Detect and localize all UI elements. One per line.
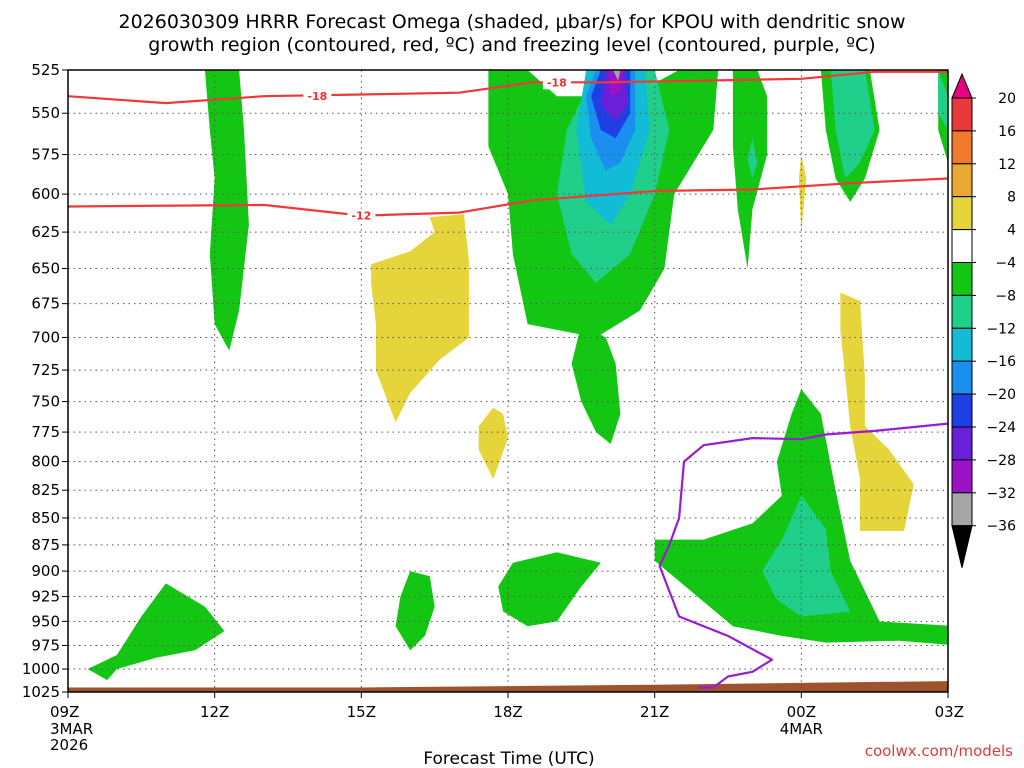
colorbar-label: −8 <box>995 288 1016 304</box>
chart-title-line1: 2026030309 HRRR Forecast Omega (shaded, … <box>118 11 905 33</box>
omega-region-24 <box>840 292 914 531</box>
colorbar-label: −24 <box>986 420 1016 436</box>
omega-region-3 <box>732 70 768 269</box>
colorbar-band <box>951 327 973 362</box>
x-tick-label: 12Z <box>200 703 229 721</box>
omega-region-2 <box>571 324 621 444</box>
y-tick-label: 900 <box>31 562 60 580</box>
contour-label-bg <box>347 208 376 223</box>
omega-region-0 <box>204 70 249 351</box>
y-axis: 525 550 575 600 625 650 675 700 725 750 775 800 825 8… <box>22 61 68 701</box>
x-tick-label: 00Z <box>787 703 816 721</box>
colorbar-band <box>951 360 973 395</box>
contour-label: -18 <box>307 90 327 103</box>
colorbar-label: 12 <box>998 157 1016 173</box>
omega-region-20 <box>613 70 621 81</box>
colorbar-label: −20 <box>986 387 1016 403</box>
y-tick-label: 750 <box>31 393 60 411</box>
y-tick-label: 800 <box>31 453 60 471</box>
contour-lines <box>68 70 948 689</box>
x-tick-year: 2026 <box>50 736 88 754</box>
y-tick-label: 625 <box>31 223 60 241</box>
omega-region-21 <box>371 214 469 423</box>
x-tick-label: 03Z <box>935 703 964 721</box>
contour-line-1 <box>68 177 948 217</box>
x-tick-label: 09Z <box>50 703 79 721</box>
y-tick-label: 950 <box>31 612 60 630</box>
x-tick-date: 3MAR <box>50 720 93 738</box>
colorbar-label: −4 <box>995 256 1016 272</box>
colorbar-band <box>951 196 973 231</box>
colorbar-label: −12 <box>986 321 1016 337</box>
colorbar: 20 16 12 8 4 −4 −8 −12 −16 −20 −24 −28 −32 −36 <box>951 72 1016 568</box>
y-tick-label: 650 <box>31 260 60 278</box>
y-tick-label: 925 <box>31 588 60 606</box>
colorbar-label: 20 <box>998 91 1016 107</box>
y-tick-label: 775 <box>31 423 60 441</box>
y-tick-label: 550 <box>31 104 60 122</box>
y-tick-label: 1025 <box>22 683 60 701</box>
omega-region-12 <box>938 70 948 130</box>
x-tick-label: 18Z <box>493 703 522 721</box>
colorbar-label: −16 <box>986 354 1016 370</box>
colorbar-bottom-arrow <box>951 525 973 568</box>
contour-labels: -18 -18 -12 <box>303 75 571 223</box>
colorbar-label: −32 <box>986 486 1016 502</box>
x-tick-label: 15Z <box>347 703 376 721</box>
contour-label-bg <box>542 75 571 90</box>
colorbar-band <box>951 294 973 329</box>
y-tick-label: 600 <box>31 185 60 203</box>
colorbar-label: 8 <box>1007 190 1016 206</box>
y-tick-label: 725 <box>31 361 60 379</box>
omega-region-14 <box>762 495 851 617</box>
grid-lines <box>68 70 948 692</box>
omega-region-13 <box>747 138 758 179</box>
credit-text: coolwx.com/models <box>865 742 1013 760</box>
y-tick-label: 525 <box>31 61 60 79</box>
y-tick-label: 575 <box>31 146 60 164</box>
colorbar-label: −36 <box>986 519 1016 535</box>
y-tick-label: 700 <box>31 328 60 346</box>
y-tick-label: 675 <box>31 295 60 313</box>
colorbar-band <box>951 97 973 132</box>
y-tick-label: 875 <box>31 536 60 554</box>
contour-label-bg <box>303 89 332 104</box>
colorbar-band <box>951 262 973 296</box>
colorbar-band <box>951 492 973 527</box>
omega-region-8 <box>395 571 435 651</box>
y-tick-label: 1000 <box>22 660 60 678</box>
colorbar-band <box>951 426 973 461</box>
colorbar-band <box>951 130 973 165</box>
contour-line-0 <box>68 70 948 105</box>
colorbar-top-arrow <box>951 72 973 99</box>
colorbar-label: 16 <box>998 124 1016 140</box>
contour-label: -12 <box>351 210 371 223</box>
y-tick-label: 825 <box>31 481 60 499</box>
omega-region-11 <box>830 70 875 179</box>
x-tick-label: 21Z <box>640 703 669 721</box>
y-tick-label: 850 <box>31 509 60 527</box>
colorbar-band <box>951 459 973 494</box>
colorbar-band <box>951 393 973 428</box>
colorbar-band <box>951 229 973 264</box>
y-tick-label: 975 <box>31 637 60 655</box>
contour-label: -18 <box>547 76 567 89</box>
colorbar-label: −28 <box>986 453 1016 469</box>
colorbar-label: 4 <box>1007 223 1016 239</box>
colorbar-band <box>951 163 973 198</box>
omega-region-9 <box>87 583 225 681</box>
x-axis-title: Forecast Time (UTC) <box>423 749 594 768</box>
contour-line-2 <box>658 422 948 689</box>
omega-region-23 <box>798 154 807 233</box>
x-tick-date: 4MAR <box>780 720 823 738</box>
chart-title-line2: growth region (contoured, red, ºC) and f… <box>148 34 875 56</box>
